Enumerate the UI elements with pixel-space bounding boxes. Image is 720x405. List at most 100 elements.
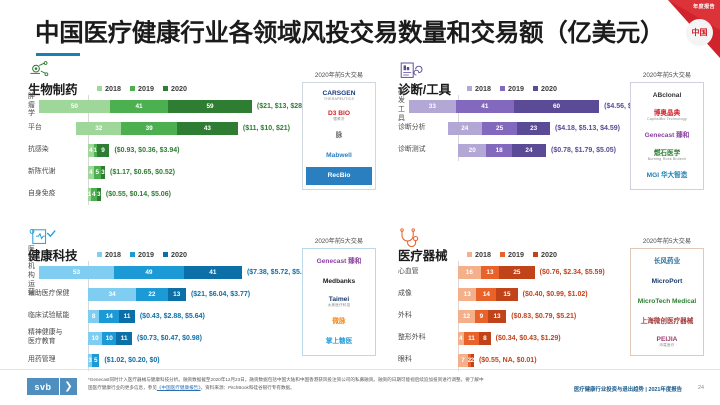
chart-row: 用药管理 3 5 ($1.02, $0.20, $0) [28,349,290,371]
chart-row: 成像 13 14 15 ($0.40, $0.99, $1.02) [398,283,620,305]
company-logo: MicroPort [634,273,700,291]
legend-item-2020: 2020 [533,84,557,93]
company-logo-name: Genecast 臻和 [316,257,362,265]
legend-item-2018: 2018 [467,84,491,93]
legend-swatch [533,86,538,91]
top-deals-title: 2020年前5大交易 [314,72,364,79]
legend-item-2019: 2019 [500,84,524,93]
row-amounts: ($21, $13, $28) [256,102,305,110]
chart-row: 自身免疫 1 4 3 ($0.55, $0.14, $5.06) [28,183,290,205]
company-logo-name: CARSGEN THERAPEUTICS [322,89,356,101]
svb-logo-text: svb [27,378,59,395]
company-logo-name: PEIJIA 沛嘉医疗 [656,335,678,347]
company-logo-name: MicroTech Medical [637,297,697,305]
legend-label: 2020 [171,250,187,259]
footer-divider [0,369,720,370]
section-biopharma: 生物制药 2018 2019 2020 肿瘤学 50 41 59 ($21, $13, $28)… [28,61,304,214]
bar-segment-2020: 25 [499,265,535,279]
top-deals-panel-diagnostics: 2020年前5大交易 ABclonal 博奥晶典 CapitalBio Technol… [630,70,704,190]
bar-segment-2018: 3 [88,353,93,367]
stacked-bar: 13 14 15 [458,287,518,301]
bar-segment-2018: 16 [458,265,481,279]
bar-segment-2020: 2 [470,353,474,367]
company-logo-sub: 沛嘉医疗 [659,342,675,347]
lab-report-icon [398,61,430,81]
chart-rows-healthtech: 医疗机构运营 53 49 41 ($7.38, $5.72, $5.46) 辅助医疗保健 3… [28,246,312,371]
page-number: 24 [698,385,704,391]
bar-segment-2020: 13 [167,287,186,301]
bar-segment-2019: 22 [136,287,168,301]
company-logo: RecBio [306,167,372,185]
chart-row: 医疗机构运营 53 49 41 ($7.38, $5.72, $5.46) [28,246,312,296]
row-label: 抗感染 [28,145,49,153]
legend-swatch [500,252,505,257]
company-logo-name: Taimei 太美医疗科技 [327,295,351,307]
legend-healthtech: 2018 2019 2020 [97,250,187,259]
corner-circle-label: 中国 [691,28,708,37]
row-amounts: ($0.73, $0.47, $0.98) [136,334,202,342]
company-logo-sub: 德昇济 [333,116,345,121]
legend-item-2019: 2019 [500,250,524,259]
row-label: 临床试验赋能 [28,311,70,319]
bar-segment-2018: 50 [38,99,110,113]
row-amounts: ($1.02, $0.20, $0) [104,356,160,364]
company-logo-name: MicroPort [651,277,683,285]
footnote-link[interactable]: 《中国医疗健康报告》 [156,385,201,391]
legend-swatch [97,86,102,91]
bar-segment-2018: 20 [458,143,487,157]
stacked-bar: 8 14 11 [88,309,135,323]
bar-segment-2019: 2 [467,353,471,367]
company-logo-name: MGI 华大智造 [646,171,688,179]
bar-segment-2018: 24 [447,121,482,135]
chart-row: 精神健康与 医疗教育 10 10 11 ($0.73, $0.47, $0.98) [28,327,290,349]
row-amounts: ($11, $10, $21) [242,124,290,132]
bar-segment-2018: 33 [408,99,456,113]
company-logo-name: 博奥晶典 CapitalBio Technology [647,109,687,121]
company-logo-name: 长风药业 [653,257,681,265]
bar-segment-2020: 60 [513,99,600,113]
company-logo: PEIJIA 沛嘉医疗 [634,333,700,351]
footer-report-label: 医疗健康行业投资与退出趋势 | 2021年度报告 [573,387,682,393]
stacked-bar: 16 13 25 [458,265,535,279]
company-logo-name: Genecast 臻和 [644,131,690,139]
row-label: 心血管 [398,267,419,275]
bar-segment-2019: 13 [480,265,500,279]
row-label: 辅助医疗保健 [28,289,70,297]
legend-item-2020: 2020 [533,250,557,259]
row-amounts: ($0.34, $0.43, $1.29) [495,334,561,342]
company-logo-name: ABclonal [652,91,682,99]
bar-segment-2020: 3 [96,187,101,201]
row-amounts: ($21, $6.04, $3.77) [190,290,251,298]
title-underline [36,53,80,56]
row-label: 平台 [28,123,42,131]
company-logo: CARSGEN THERAPEUTICS [306,87,372,105]
top-deals-frame: CARSGEN THERAPEUTICS D3 BIO 德昇济脉 Mabwell RecB… [302,82,376,190]
row-amounts: ($1.17, $0.65, $0.52) [110,168,176,176]
health-record-icon [28,227,60,247]
company-logo: 上海微创医疗器械 [634,313,700,331]
bar-segment-2018: 4 [88,143,94,157]
bar-segment-2018: 8 [88,309,100,323]
company-logo: 燃石医学 Burning Rock Biotech [634,147,700,165]
legend-label: 2019 [508,84,524,93]
bar-segment-2019: 49 [114,265,184,279]
section-title-devices: 医疗器械 [398,249,448,263]
row-amounts: ($0.40, $0.99, $1.02) [522,290,588,298]
row-amounts: ($7.38, $5.72, $5.46) [246,268,312,276]
bar-segment-2020: 15 [496,287,518,301]
bar-segment-2019: 39 [121,121,177,135]
section-title-healthtech: 健康科技 [28,249,78,263]
stacked-bar: 32 39 43 [76,121,238,135]
row-amounts: ($0.76, $2.34, $5.59) [539,268,605,276]
row-label: 诊断测试 [398,145,426,153]
bar-segment-2020: 11 [116,331,132,345]
section-title-biopharma: 生物制药 [28,83,78,97]
company-logo-name: Mabwell [326,151,352,159]
chart-row: 临床试验赋能 8 14 11 ($0.43, $2.88, $5.64) [28,305,290,327]
stacked-bar: 33 41 60 [408,99,600,113]
legend-item-2018: 2018 [97,250,121,259]
legend-swatch [97,252,102,257]
